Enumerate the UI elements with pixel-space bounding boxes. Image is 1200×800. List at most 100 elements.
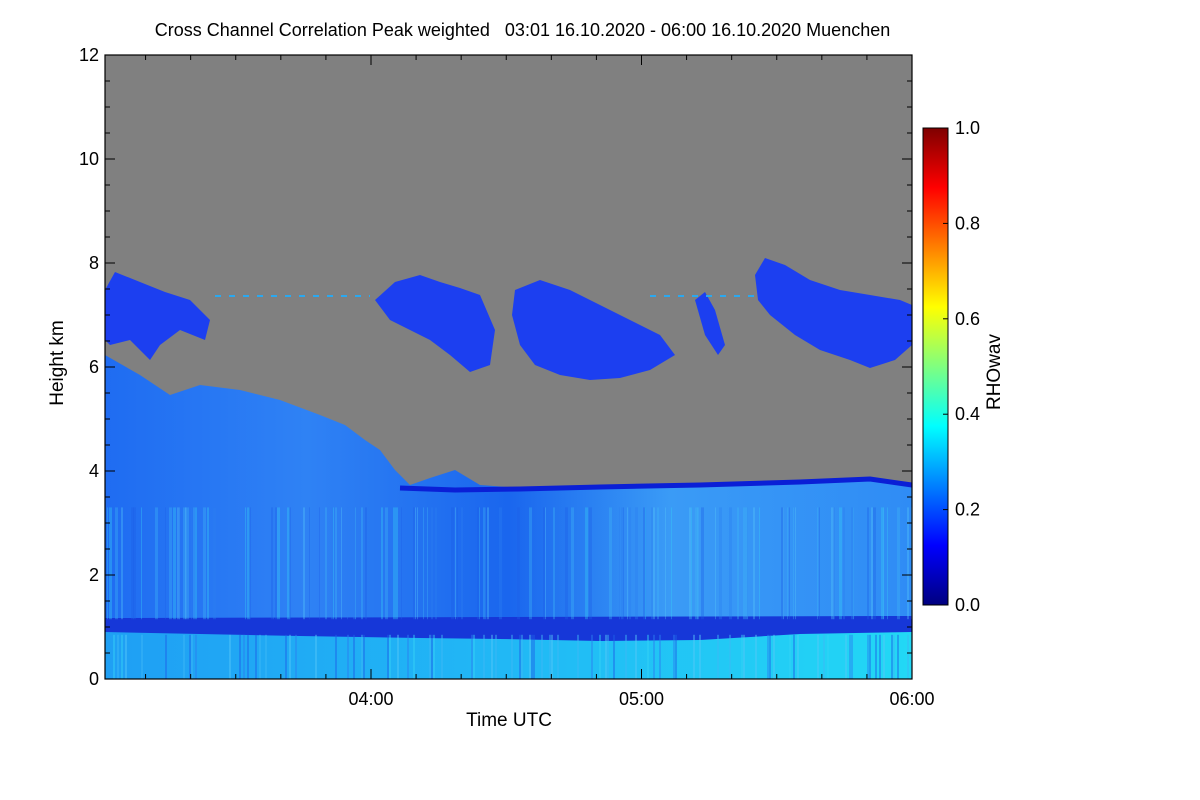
streak xyxy=(165,507,166,620)
surface-layer xyxy=(105,632,912,679)
streak xyxy=(309,507,310,620)
colorbar-tick-label: 0.6 xyxy=(955,309,980,329)
streak xyxy=(893,634,895,679)
streak xyxy=(689,507,691,620)
streak xyxy=(645,507,646,620)
streak xyxy=(787,507,788,620)
streak xyxy=(839,507,842,620)
streak xyxy=(879,634,881,679)
streak xyxy=(245,507,246,620)
streak xyxy=(789,634,791,679)
streak xyxy=(673,634,675,679)
streak xyxy=(247,634,249,679)
streak xyxy=(729,507,732,620)
x-axis: 04:00 05:00 06:00 xyxy=(145,55,935,709)
streak xyxy=(871,507,873,620)
colorbar-tick-label: 0.0 xyxy=(955,595,980,615)
streak xyxy=(431,507,433,620)
streak xyxy=(415,507,416,620)
streak xyxy=(589,507,592,620)
streak xyxy=(433,634,435,679)
streak xyxy=(875,634,877,679)
streak xyxy=(845,634,847,679)
streak xyxy=(517,507,520,620)
streak xyxy=(891,634,893,679)
streak xyxy=(867,507,869,620)
streak xyxy=(191,507,192,620)
streak xyxy=(229,634,231,679)
streak xyxy=(551,634,553,679)
streak xyxy=(435,507,437,620)
streak xyxy=(193,507,195,620)
streak xyxy=(717,634,719,679)
streak xyxy=(289,634,291,679)
y-tick-label: 6 xyxy=(89,357,99,377)
streak xyxy=(557,634,559,679)
streak xyxy=(407,634,409,679)
streak xyxy=(471,634,473,679)
streak xyxy=(511,634,513,679)
streak xyxy=(333,507,334,620)
colorbar-tick-label: 1.0 xyxy=(955,118,980,138)
streak xyxy=(565,507,568,620)
streak xyxy=(239,634,241,679)
streak xyxy=(695,507,698,620)
streak xyxy=(549,634,551,679)
streak xyxy=(429,634,431,679)
streak xyxy=(393,507,395,620)
colorbar-tick-label: 0.8 xyxy=(955,213,980,233)
streak xyxy=(289,507,291,620)
streak xyxy=(131,507,134,620)
streak xyxy=(767,634,769,679)
x-tick-label: 05:00 xyxy=(619,689,664,709)
streak xyxy=(141,634,143,679)
streak xyxy=(881,507,884,620)
streak xyxy=(285,634,287,679)
streak xyxy=(347,507,348,620)
streak xyxy=(189,634,191,679)
streak xyxy=(627,507,628,620)
streak xyxy=(427,507,428,620)
streak xyxy=(745,507,748,620)
streak xyxy=(781,507,784,620)
streak xyxy=(347,634,349,679)
cloud-patch xyxy=(375,275,495,372)
streak xyxy=(607,634,609,679)
streak xyxy=(907,507,909,620)
y-tick-label: 4 xyxy=(89,461,99,481)
streak xyxy=(203,507,205,620)
streak xyxy=(195,507,197,620)
streak xyxy=(249,507,251,620)
streak xyxy=(519,634,521,679)
streak xyxy=(605,634,607,679)
streak xyxy=(701,507,704,620)
streak xyxy=(797,634,799,679)
streak xyxy=(389,634,391,679)
streak xyxy=(457,507,458,620)
streak xyxy=(303,507,305,620)
streak xyxy=(897,634,899,679)
streak xyxy=(625,634,627,679)
streak xyxy=(793,507,794,620)
streak xyxy=(873,507,876,620)
streak xyxy=(195,634,197,679)
colorbar-label: RHOwav xyxy=(984,333,1005,410)
streak xyxy=(273,507,274,620)
streak xyxy=(635,507,638,620)
streak xyxy=(477,507,479,620)
streak xyxy=(341,507,342,620)
streak xyxy=(769,634,771,679)
streak xyxy=(191,634,193,679)
streak xyxy=(183,634,185,679)
streak xyxy=(155,507,158,620)
streak xyxy=(107,507,108,620)
dense-layer xyxy=(105,616,912,641)
streak xyxy=(659,634,661,679)
streak xyxy=(533,634,535,679)
streak xyxy=(325,507,327,620)
streak xyxy=(613,634,615,679)
y-tick-label: 0 xyxy=(89,669,99,689)
streak xyxy=(423,507,424,620)
streak xyxy=(451,507,454,620)
streak xyxy=(591,634,593,679)
